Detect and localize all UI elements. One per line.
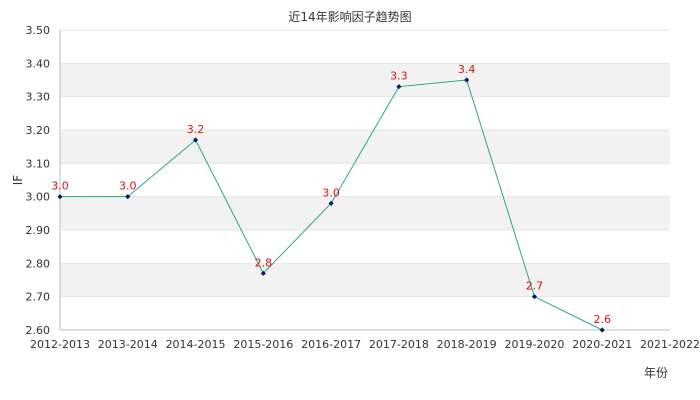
- data-label: 2.7: [526, 280, 544, 293]
- y-tick-labels: 2.60 2.70 2.80 2.90 3.00 3.10 3.20 3.30 3.40 3.50: [26, 24, 51, 337]
- y-tick-label: 2.80: [26, 257, 51, 270]
- y-tick-label: 2.60: [26, 324, 51, 337]
- data-point: [57, 194, 63, 200]
- y-tick-label: 2.70: [26, 291, 51, 304]
- data-point: [260, 270, 266, 276]
- data-label: 2.6: [593, 313, 611, 326]
- data-label: 3.4: [458, 63, 476, 76]
- data-point: [192, 137, 199, 143]
- grid-band: [60, 263, 670, 297]
- data-label: 3.0: [322, 186, 340, 199]
- data-point: [464, 77, 470, 83]
- x-tick-label: 2021-2022: [640, 338, 700, 351]
- data-point: [125, 194, 131, 200]
- y-tick-label: 3.30: [26, 91, 51, 104]
- data-label: 3.3: [390, 70, 408, 83]
- y-axis-title: IF: [11, 175, 25, 186]
- y-tick-label: 2.90: [26, 224, 51, 237]
- grid-lines: [60, 29, 670, 331]
- grid-bands: [60, 63, 670, 297]
- x-tick-labels: 2012-2013 2013-2014 2014-2015 2015-2016 2016…: [30, 338, 700, 351]
- x-tick-label: 2019-2020: [504, 338, 564, 351]
- y-tick-label: 3.50: [26, 24, 51, 37]
- grid-band: [60, 63, 670, 97]
- x-axis-title: 年份: [644, 366, 668, 380]
- y-tick-label: 3.00: [26, 191, 51, 204]
- data-point: [396, 84, 402, 90]
- x-tick-label: 2013-2014: [98, 338, 158, 351]
- data-label: 2.8: [255, 256, 273, 269]
- grid-band: [60, 130, 670, 164]
- data-label: 3.0: [51, 180, 69, 193]
- x-tick-label: 2016-2017: [301, 338, 361, 351]
- x-tick-label: 2014-2015: [166, 338, 226, 351]
- data-point: [599, 327, 605, 333]
- data-point: [531, 294, 538, 300]
- data-label: 3.2: [187, 123, 205, 136]
- chart-title: 近14年影响因子趋势图: [288, 9, 411, 24]
- x-tick-label: 2012-2013: [30, 338, 90, 351]
- x-tick-label: 2015-2016: [233, 338, 293, 351]
- data-point: [328, 200, 334, 206]
- y-tick-label: 3.20: [26, 124, 51, 137]
- x-tick-label: 2017-2018: [369, 338, 429, 351]
- x-tick-label: 2018-2019: [437, 338, 497, 351]
- grid-band: [60, 196, 670, 230]
- series-if: 3.0 3.0 3.2 2.8 3.0 3.3 3.4 2.7 2.6: [51, 63, 611, 333]
- y-tick-label: 3.10: [26, 157, 51, 170]
- axes: [59, 30, 670, 331]
- x-tick-label: 2020-2021: [572, 338, 632, 351]
- data-label: 3.0: [119, 180, 137, 193]
- y-tick-label: 3.40: [26, 57, 51, 70]
